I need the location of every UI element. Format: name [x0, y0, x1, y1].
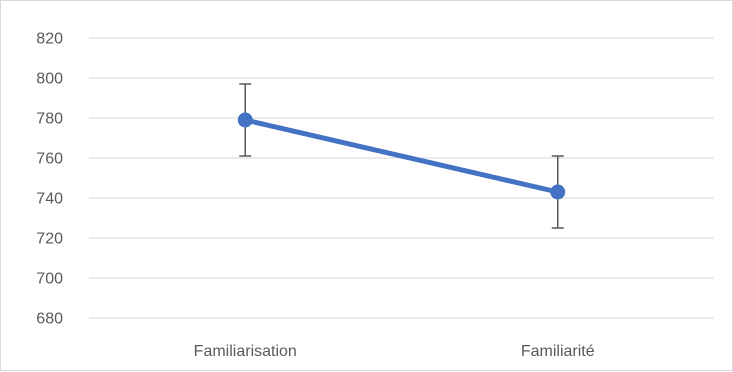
series-line [242, 117, 561, 195]
x-tick-label: Familiarisation [194, 343, 297, 360]
x-tick-label: Familiarité [521, 343, 595, 360]
y-tick-label: 780 [36, 111, 63, 128]
series [237, 112, 566, 200]
data-point [237, 112, 253, 128]
y-tick-label: 720 [36, 231, 63, 248]
y-tick-label: 680 [36, 311, 63, 328]
y-tick-label: 760 [36, 151, 63, 168]
y-tick-label: 820 [36, 31, 63, 48]
y-tick-label: 700 [36, 271, 63, 288]
y-tick-label: 800 [36, 71, 63, 88]
y-tick-label: 740 [36, 191, 63, 208]
x-axis-tick-labels: Familiarisation Familiarité [194, 343, 595, 360]
gridlines [89, 37, 714, 319]
y-axis-tick-labels: 680 700 720 740 760 780 800 820 [36, 31, 63, 328]
data-point [550, 184, 566, 200]
